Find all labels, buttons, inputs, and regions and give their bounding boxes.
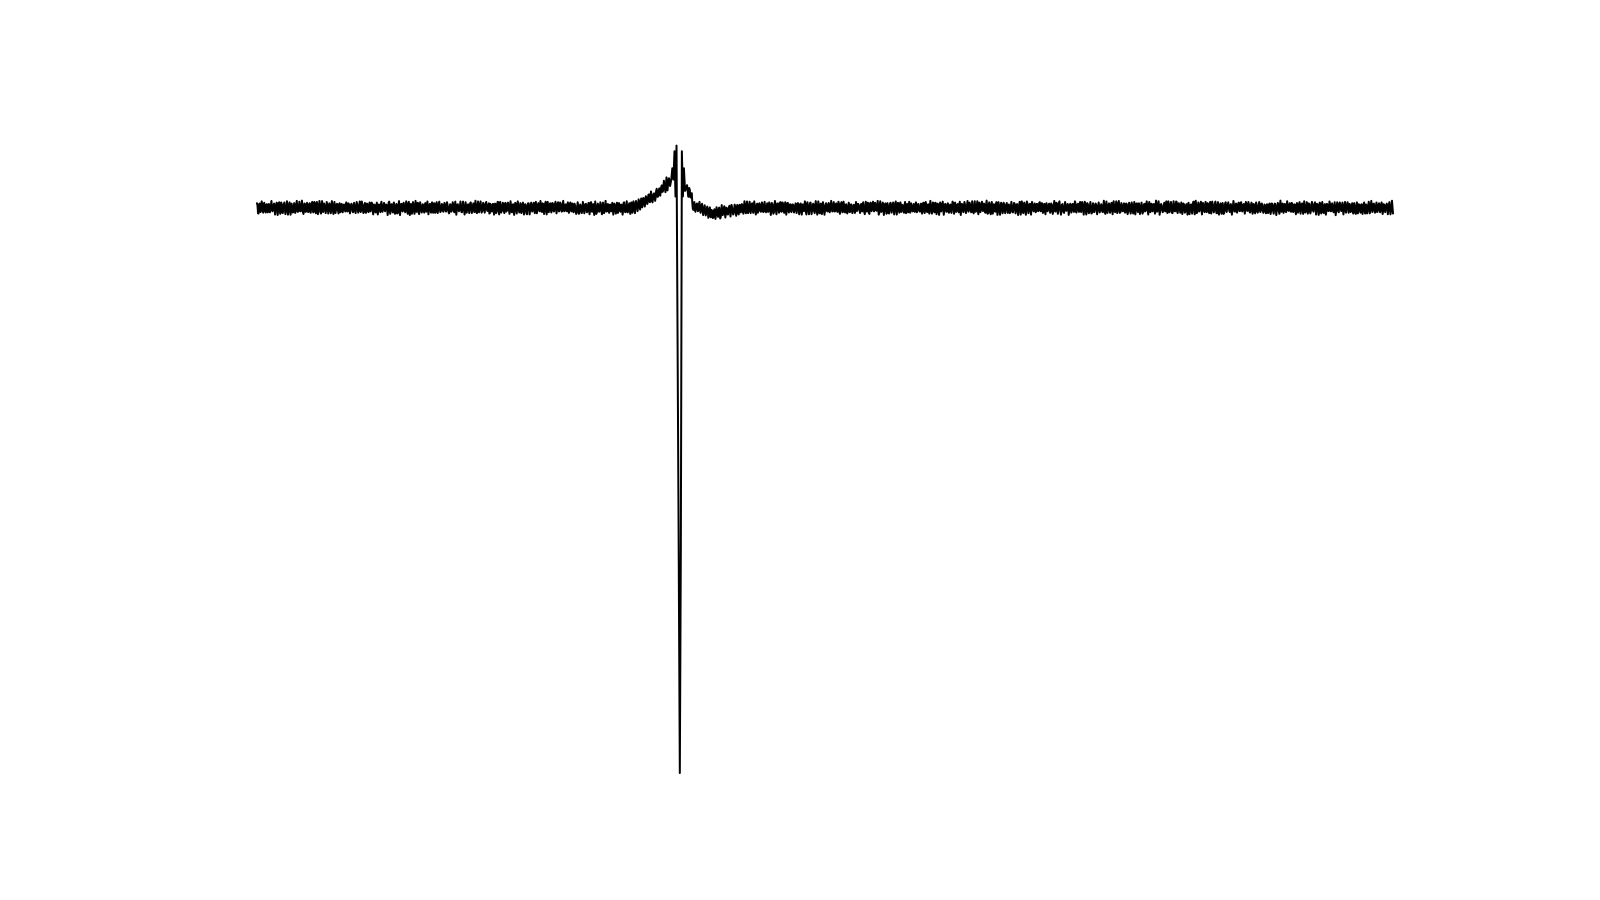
series-layer (256, 144, 1394, 774)
series-line-0 (256, 144, 1394, 774)
